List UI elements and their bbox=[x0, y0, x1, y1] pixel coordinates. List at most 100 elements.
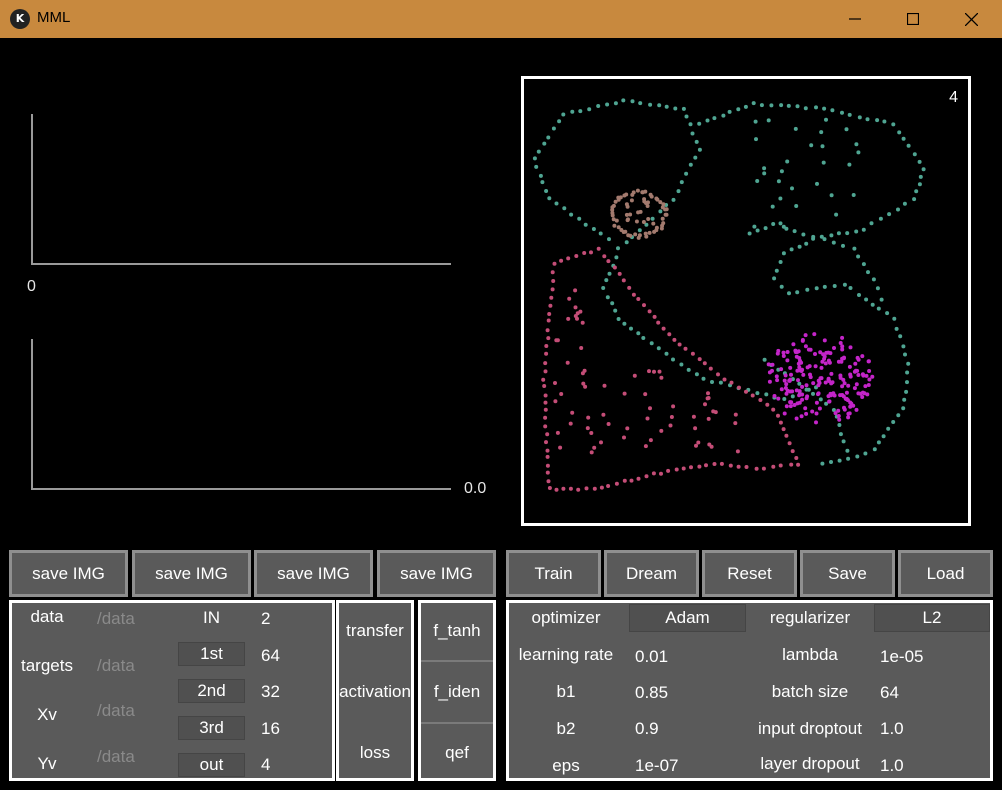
layer-3rd-input[interactable]: 16 bbox=[261, 719, 280, 738]
b2-input[interactable]: 0.9 bbox=[635, 719, 659, 738]
save-img-button-3[interactable]: save IMG bbox=[254, 550, 373, 597]
pink-triangle-point bbox=[744, 389, 748, 394]
teal-spiral-point bbox=[718, 380, 723, 385]
brown-ring-point bbox=[612, 223, 617, 228]
teal-spiral-point bbox=[854, 229, 859, 234]
teal-spiral-point bbox=[865, 117, 870, 122]
function-values-panel bbox=[418, 600, 496, 781]
close-button[interactable] bbox=[942, 0, 1000, 38]
pink-triangle-point bbox=[667, 332, 672, 337]
input-dropout-input[interactable]: 1.0 bbox=[880, 719, 904, 738]
save-img-button-2[interactable]: save IMG bbox=[132, 550, 251, 597]
layer-out-input[interactable]: 4 bbox=[261, 755, 271, 774]
magenta-blob-point bbox=[818, 350, 823, 355]
teal-spiral-point bbox=[673, 106, 678, 111]
train-button[interactable]: Train bbox=[506, 550, 601, 597]
teal-spiral-point bbox=[912, 197, 917, 202]
magenta-blob-point bbox=[853, 361, 858, 366]
yv-path-input[interactable]: /data bbox=[97, 747, 135, 766]
teal-spiral-point bbox=[866, 270, 870, 275]
scatter-plot[interactable]: 4 bbox=[521, 76, 971, 526]
teal-spiral-point bbox=[857, 115, 862, 120]
teal-spiral-point bbox=[789, 247, 794, 252]
pink-triangle-point bbox=[592, 445, 597, 450]
loss-label: loss bbox=[359, 743, 391, 762]
lambda-input[interactable]: 1e-05 bbox=[880, 647, 924, 666]
optimizer-selector[interactable]: Adam bbox=[629, 604, 746, 632]
pink-triangle-point bbox=[681, 466, 686, 471]
eps-input[interactable]: 1e-07 bbox=[635, 756, 679, 775]
loss-function-selector[interactable]: qef bbox=[445, 743, 469, 762]
batch-size-input[interactable]: 64 bbox=[880, 683, 899, 702]
transfer-function-selector[interactable]: f_tanh bbox=[433, 621, 481, 640]
reset-button[interactable]: Reset bbox=[702, 550, 797, 597]
magenta-blob-point bbox=[848, 372, 853, 377]
layer-1st-input[interactable]: 64 bbox=[261, 646, 280, 665]
load-button[interactable]: Load bbox=[898, 550, 993, 597]
teal-spiral-point bbox=[836, 231, 841, 236]
teal-spiral-point bbox=[814, 286, 819, 291]
teal-spiral-point bbox=[792, 229, 797, 234]
magenta-blob-point bbox=[814, 400, 819, 405]
pink-triangle-point bbox=[541, 377, 546, 382]
pink-triangle-point bbox=[568, 486, 573, 491]
pink-triangle-point bbox=[671, 404, 676, 409]
magenta-blob-point bbox=[783, 373, 788, 378]
layer-in-input[interactable]: 2 bbox=[261, 609, 271, 628]
teal-spiral-point bbox=[821, 160, 826, 165]
pink-triangle-point bbox=[659, 471, 663, 476]
targets-path-input[interactable]: /data bbox=[97, 656, 135, 675]
bottom-plot-y-axis bbox=[31, 339, 33, 490]
teal-spiral-point bbox=[869, 221, 874, 226]
magenta-blob-point bbox=[860, 354, 865, 359]
magenta-blob-point bbox=[866, 383, 871, 387]
teal-spiral-point bbox=[784, 226, 789, 231]
learning-rate-input[interactable]: 0.01 bbox=[635, 647, 669, 666]
activation-function-selector[interactable]: f_iden bbox=[433, 682, 481, 701]
pink-triangle-point bbox=[550, 287, 555, 292]
teal-spiral-point bbox=[638, 101, 643, 106]
teal-spiral-point bbox=[614, 255, 619, 260]
teal-spiral-point bbox=[822, 106, 827, 111]
teal-spiral-point bbox=[786, 103, 791, 108]
pink-triangle-point bbox=[648, 438, 653, 443]
layer-2nd-input[interactable]: 32 bbox=[261, 682, 280, 701]
teal-spiral-point bbox=[905, 380, 909, 385]
pink-triangle-point bbox=[543, 407, 548, 412]
brown-ring-point bbox=[655, 197, 660, 202]
regularizer-selector[interactable]: L2 bbox=[874, 604, 990, 632]
teal-spiral-point bbox=[591, 227, 596, 231]
brown-ring-point bbox=[645, 204, 650, 208]
maximize-button[interactable] bbox=[884, 0, 942, 38]
pink-triangle-point bbox=[599, 485, 604, 490]
teal-spiral-point bbox=[822, 284, 827, 289]
magenta-blob-point bbox=[840, 344, 845, 349]
brown-ring-point bbox=[614, 218, 619, 223]
data-path-input[interactable]: /data bbox=[97, 609, 135, 628]
pink-triangle-point bbox=[586, 415, 591, 420]
pink-triangle-point bbox=[657, 369, 662, 374]
xv-path-input[interactable]: /data bbox=[97, 701, 135, 720]
save-button[interactable]: Save bbox=[800, 550, 895, 597]
pink-triangle-point bbox=[546, 336, 551, 341]
teal-spiral-point bbox=[902, 201, 907, 206]
save-img-button-4[interactable]: save IMG bbox=[377, 550, 496, 597]
dream-button[interactable]: Dream bbox=[604, 550, 699, 597]
b1-input[interactable]: 0.85 bbox=[635, 683, 669, 702]
save-img-button-1[interactable]: save IMG bbox=[9, 550, 128, 597]
pink-triangle-point bbox=[794, 456, 799, 460]
pink-triangle-point bbox=[599, 440, 603, 445]
pink-triangle-point bbox=[621, 278, 626, 283]
pink-triangle-point bbox=[584, 486, 589, 491]
brown-ring-point bbox=[646, 217, 651, 221]
brown-ring-point bbox=[613, 199, 618, 204]
magenta-blob-point bbox=[779, 387, 784, 392]
teal-spiral-point bbox=[759, 103, 764, 108]
pink-triangle-point bbox=[668, 423, 673, 428]
teal-spiral-point bbox=[814, 105, 818, 110]
pink-triangle-point bbox=[555, 430, 560, 435]
teal-spiral-point bbox=[630, 99, 635, 104]
pink-triangle-point bbox=[570, 410, 575, 415]
minimize-button[interactable] bbox=[826, 0, 884, 38]
layer-dropout-input[interactable]: 1.0 bbox=[880, 756, 904, 775]
